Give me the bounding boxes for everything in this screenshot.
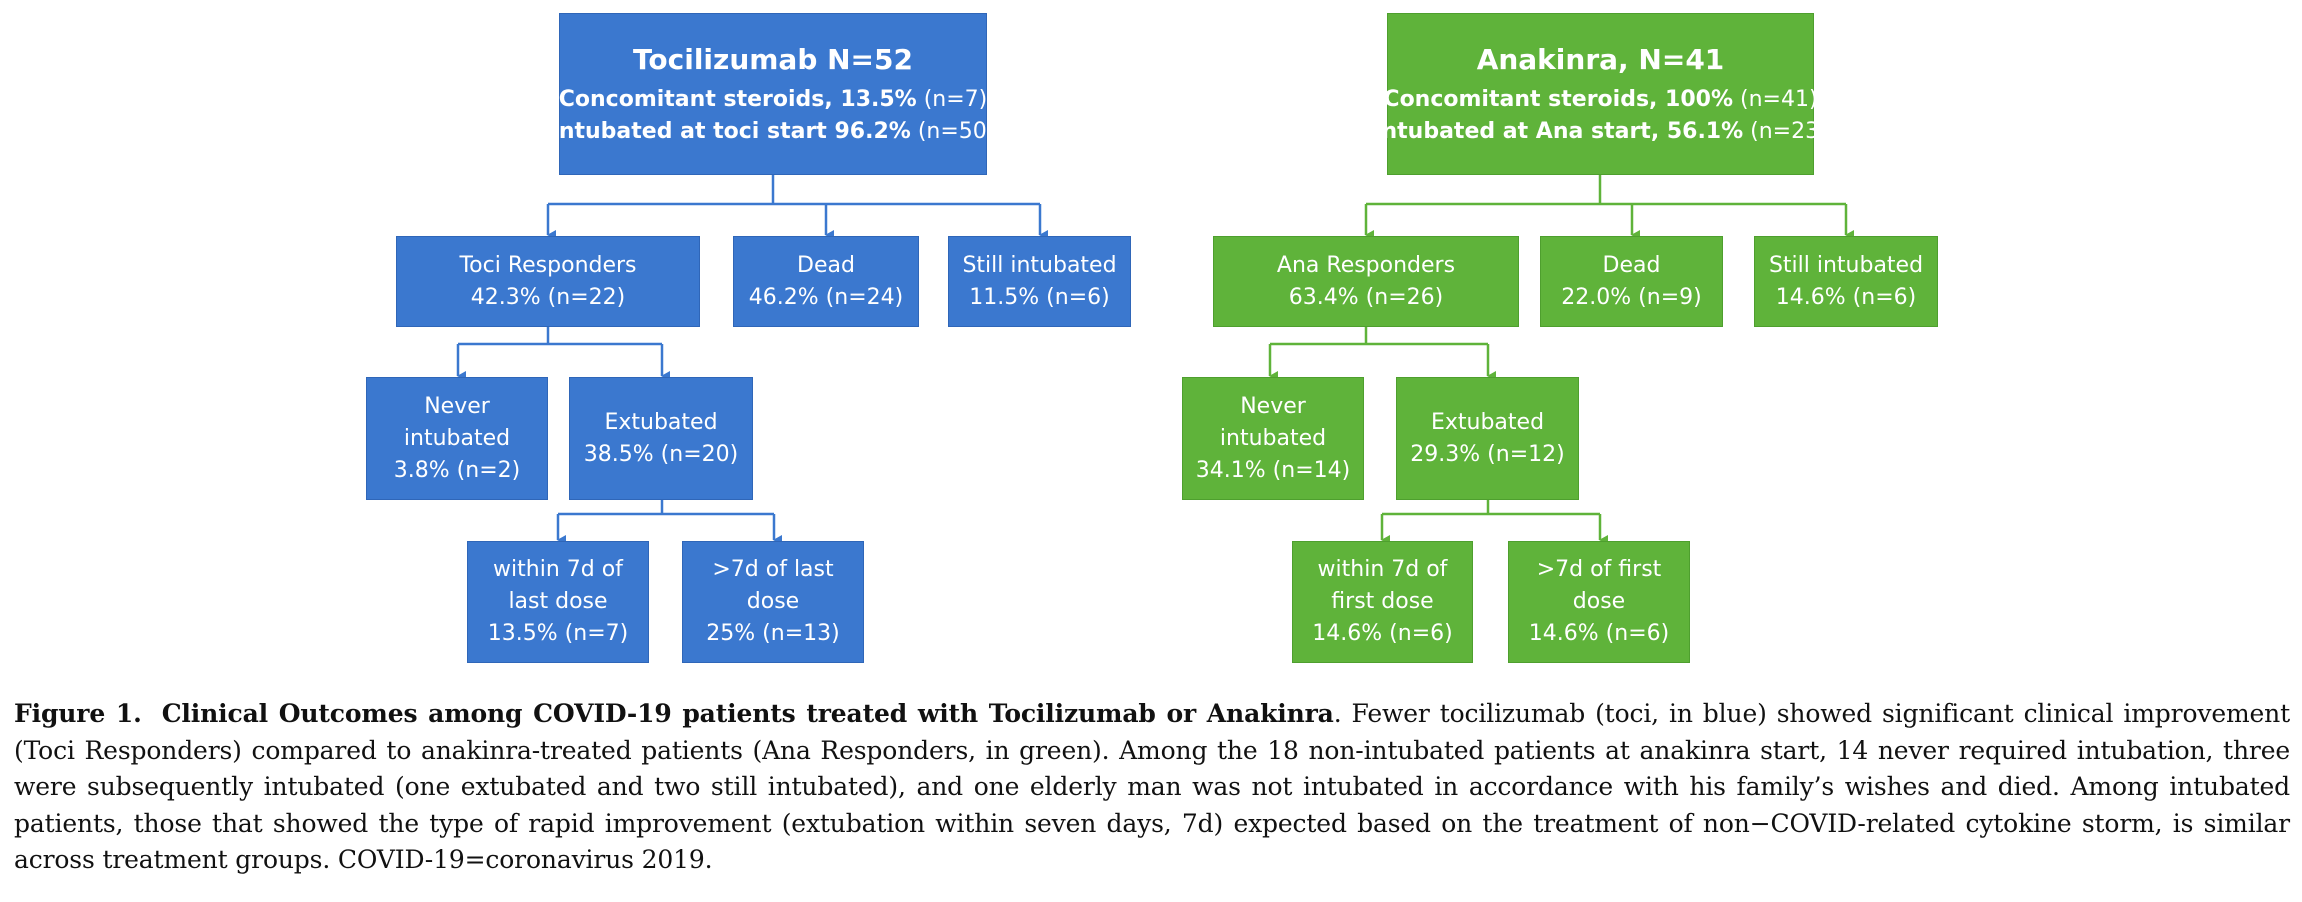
ana-still-intubated-value: 14.6% (n=6)	[1775, 284, 1917, 310]
ana-dead-value: 22.0% (n=9)	[1561, 284, 1702, 310]
caption-text: . Fewer tocilizumab (toci, in blue) show…	[14, 699, 2291, 874]
toci-within-7d-box: within 7d of last dose 13.5% (n=7)	[467, 541, 649, 663]
toci-root-steroids: Concomitant steroids, 13.5% (n=7)	[558, 87, 988, 112]
toci-root-box: Tocilizumab N=52 Concomitant steroids, 1…	[551, 13, 995, 175]
toci-within-7d-label-2: last dose	[508, 589, 608, 614]
ana-extubated-label: Extubated	[1430, 409, 1545, 435]
ana-within-7d-value: 14.6% (n=6)	[1312, 621, 1453, 646]
toci-still-intubated-value: 11.5% (n=6)	[969, 284, 1110, 310]
ana-root-steroids: Concomitant steroids, 100% (n=41)	[1383, 87, 1818, 112]
toci-dead-label: Dead	[797, 252, 855, 278]
ana-dead-box: Dead 22.0% (n=9)	[1540, 236, 1723, 327]
figure-caption: Figure 1. Clinical Outcomes among COVID-…	[14, 696, 2290, 879]
toci-responders-value: 42.3% (n=22)	[470, 284, 626, 310]
toci-within-7d-value: 13.5% (n=7)	[487, 621, 629, 646]
ana-after-7d-box: >7d of first dose 14.6% (n=6)	[1508, 541, 1690, 663]
ana-never-label-2: intubated	[1219, 425, 1327, 451]
ana-responders-label: Ana Responders	[1276, 252, 1456, 278]
ana-after-7d-value: 14.6% (n=6)	[1528, 621, 1670, 646]
toci-root-title: Tocilizumab N=52	[633, 43, 913, 76]
ana-root-intubated: Intubated at Ana start, 56.1% (n=23)	[1373, 119, 1828, 144]
toci-extubated-box: Extubated 38.5% (n=20)	[569, 377, 753, 500]
toci-responders-label: Toci Responders	[459, 252, 637, 278]
ana-extubated-value: 29.3% (n=12)	[1410, 441, 1565, 467]
ana-dead-label: Dead	[1602, 252, 1661, 278]
ana-never-value: 34.1% (n=14)	[1195, 457, 1351, 483]
toci-connectors	[456, 175, 1048, 545]
toci-after-7d-box: >7d of last dose 25% (n=13)	[682, 541, 864, 663]
toci-extubated-label: Extubated	[604, 409, 718, 435]
ana-root-box: Anakinra, N=41 Concomitant steroids, 100…	[1373, 13, 1828, 175]
caption-title: Clinical Outcomes among COVID-19 patient…	[161, 699, 1334, 728]
ana-extubated-box: Extubated 29.3% (n=12)	[1396, 377, 1579, 500]
ana-responders-value: 63.4% (n=26)	[1288, 284, 1444, 310]
ana-responders-box: Ana Responders 63.4% (n=26)	[1213, 236, 1519, 327]
ana-within-7d-box: within 7d of first dose 14.6% (n=6)	[1292, 541, 1473, 663]
toci-after-7d-label-2: dose	[746, 589, 800, 614]
toci-dead-value: 46.2% (n=24)	[748, 284, 904, 310]
toci-after-7d-value: 25% (n=13)	[706, 621, 840, 646]
toci-never-label-1: Never	[424, 393, 490, 419]
toci-after-7d-label-1: >7d of last	[712, 557, 834, 582]
toci-responders-box: Toci Responders 42.3% (n=22)	[396, 236, 700, 327]
ana-never-intubated-box: Never intubated 34.1% (n=14)	[1182, 377, 1364, 500]
toci-root-intubated: Intubated at toci start 96.2% (n=50)	[550, 119, 996, 144]
caption-label: Figure 1.	[14, 699, 142, 728]
ana-root-title: Anakinra, N=41	[1476, 43, 1725, 76]
ana-after-7d-label-1: >7d of first	[1536, 557, 1662, 582]
toci-never-intubated-box: Never intubated 3.8% (n=2)	[366, 377, 548, 500]
ana-within-7d-label-2: first dose	[1331, 589, 1434, 614]
toci-dead-box: Dead 46.2% (n=24)	[733, 236, 919, 327]
flowchart-connectors	[456, 175, 1854, 545]
toci-within-7d-label-1: within 7d of	[493, 557, 623, 582]
toci-still-intubated-box: Still intubated 11.5% (n=6)	[948, 236, 1131, 327]
ana-connectors	[1268, 175, 1854, 545]
ana-still-intubated-box: Still intubated 14.6% (n=6)	[1754, 236, 1938, 327]
toci-never-label-2: intubated	[403, 425, 511, 451]
toci-never-value: 3.8% (n=2)	[393, 457, 521, 483]
toci-still-intubated-label: Still intubated	[962, 252, 1117, 278]
ana-within-7d-label-1: within 7d of	[1317, 557, 1448, 582]
toci-extubated-value: 38.5% (n=20)	[583, 441, 739, 467]
ana-still-intubated-label: Still intubated	[1768, 252, 1924, 278]
ana-never-label-1: Never	[1240, 393, 1306, 419]
ana-after-7d-label-2: dose	[1572, 589, 1626, 614]
